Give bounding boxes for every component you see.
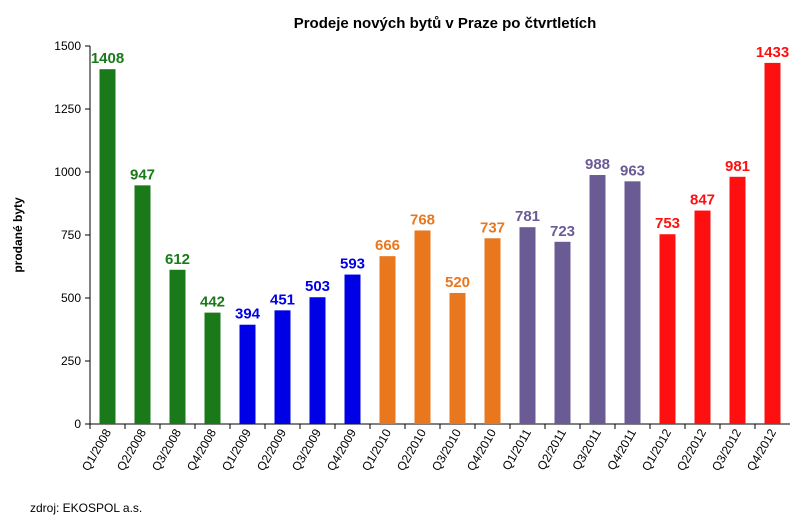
value-label: 666 bbox=[375, 237, 400, 254]
y-tick-label: 750 bbox=[61, 228, 81, 242]
y-tick-label: 1500 bbox=[54, 39, 81, 53]
x-tick-label: Q2/2011 bbox=[534, 426, 569, 472]
value-label: 753 bbox=[655, 215, 680, 232]
value-label: 394 bbox=[235, 306, 261, 323]
x-tick-label: Q2/2009 bbox=[254, 426, 289, 473]
value-label: 723 bbox=[550, 223, 575, 240]
bar bbox=[449, 292, 466, 424]
y-axis-label: prodané byty bbox=[11, 197, 25, 273]
bar bbox=[554, 241, 571, 424]
value-label: 1408 bbox=[91, 50, 124, 67]
bar bbox=[659, 234, 676, 424]
bar bbox=[589, 175, 606, 424]
x-tick-label: Q4/2008 bbox=[184, 426, 219, 473]
bar bbox=[344, 274, 361, 424]
x-tick-label: Q2/2010 bbox=[394, 426, 429, 473]
bar bbox=[764, 62, 781, 424]
value-label: 768 bbox=[410, 211, 435, 228]
value-label: 963 bbox=[620, 162, 645, 179]
value-label: 981 bbox=[725, 158, 750, 175]
bar bbox=[379, 256, 396, 424]
value-label: 593 bbox=[340, 256, 365, 273]
bar bbox=[519, 227, 536, 424]
y-tick-label: 250 bbox=[61, 354, 81, 368]
x-tick-label: Q1/2008 bbox=[79, 426, 114, 473]
x-tick-label: Q1/2010 bbox=[359, 426, 394, 473]
value-label: 1433 bbox=[756, 44, 789, 61]
bar bbox=[309, 297, 326, 424]
value-label: 781 bbox=[515, 208, 540, 225]
bar bbox=[274, 310, 291, 424]
x-tick-label: Q1/2012 bbox=[639, 426, 674, 473]
x-tick-label: Q3/2008 bbox=[149, 426, 184, 473]
x-tick-label: Q3/2011 bbox=[569, 426, 604, 472]
bar bbox=[204, 312, 221, 424]
x-tick-label: Q3/2009 bbox=[289, 426, 324, 473]
bar bbox=[484, 238, 501, 424]
y-tick-label: 1000 bbox=[54, 165, 81, 179]
value-label: 947 bbox=[130, 166, 155, 183]
y-tick-label: 0 bbox=[74, 417, 81, 431]
bar bbox=[729, 176, 746, 424]
bar bbox=[414, 230, 431, 424]
bar bbox=[169, 269, 186, 424]
y-tick-label: 500 bbox=[61, 291, 81, 305]
bar bbox=[99, 69, 116, 425]
chart-title: Prodeje nových bytů v Praze po čtvrtletí… bbox=[294, 15, 597, 32]
value-label: 451 bbox=[270, 291, 295, 308]
value-label: 847 bbox=[690, 192, 715, 209]
x-tick-label: Q4/2012 bbox=[744, 426, 779, 473]
x-tick-label: Q3/2012 bbox=[709, 426, 744, 473]
bar bbox=[239, 324, 256, 424]
x-tick-label: Q4/2011 bbox=[604, 426, 639, 472]
x-tick-label: Q2/2012 bbox=[674, 426, 709, 473]
x-tick-label: Q2/2008 bbox=[114, 426, 149, 473]
value-label: 737 bbox=[480, 219, 505, 236]
x-tick-label: Q4/2009 bbox=[324, 426, 359, 473]
x-tick-label: Q1/2011 bbox=[499, 426, 534, 472]
bar bbox=[624, 181, 641, 424]
bar bbox=[134, 185, 151, 424]
x-tick-label: Q3/2010 bbox=[429, 426, 464, 473]
value-label: 988 bbox=[585, 156, 610, 173]
x-tick-label: Q4/2010 bbox=[464, 426, 499, 473]
y-tick-label: 1250 bbox=[54, 102, 81, 116]
value-label: 442 bbox=[200, 294, 225, 311]
value-label: 520 bbox=[445, 274, 470, 291]
source-note: zdroj: EKOSPOL a.s. bbox=[30, 501, 142, 515]
x-tick-label: Q1/2009 bbox=[219, 426, 254, 473]
bar bbox=[694, 210, 711, 424]
value-label: 503 bbox=[305, 278, 330, 295]
value-label: 612 bbox=[165, 251, 190, 268]
